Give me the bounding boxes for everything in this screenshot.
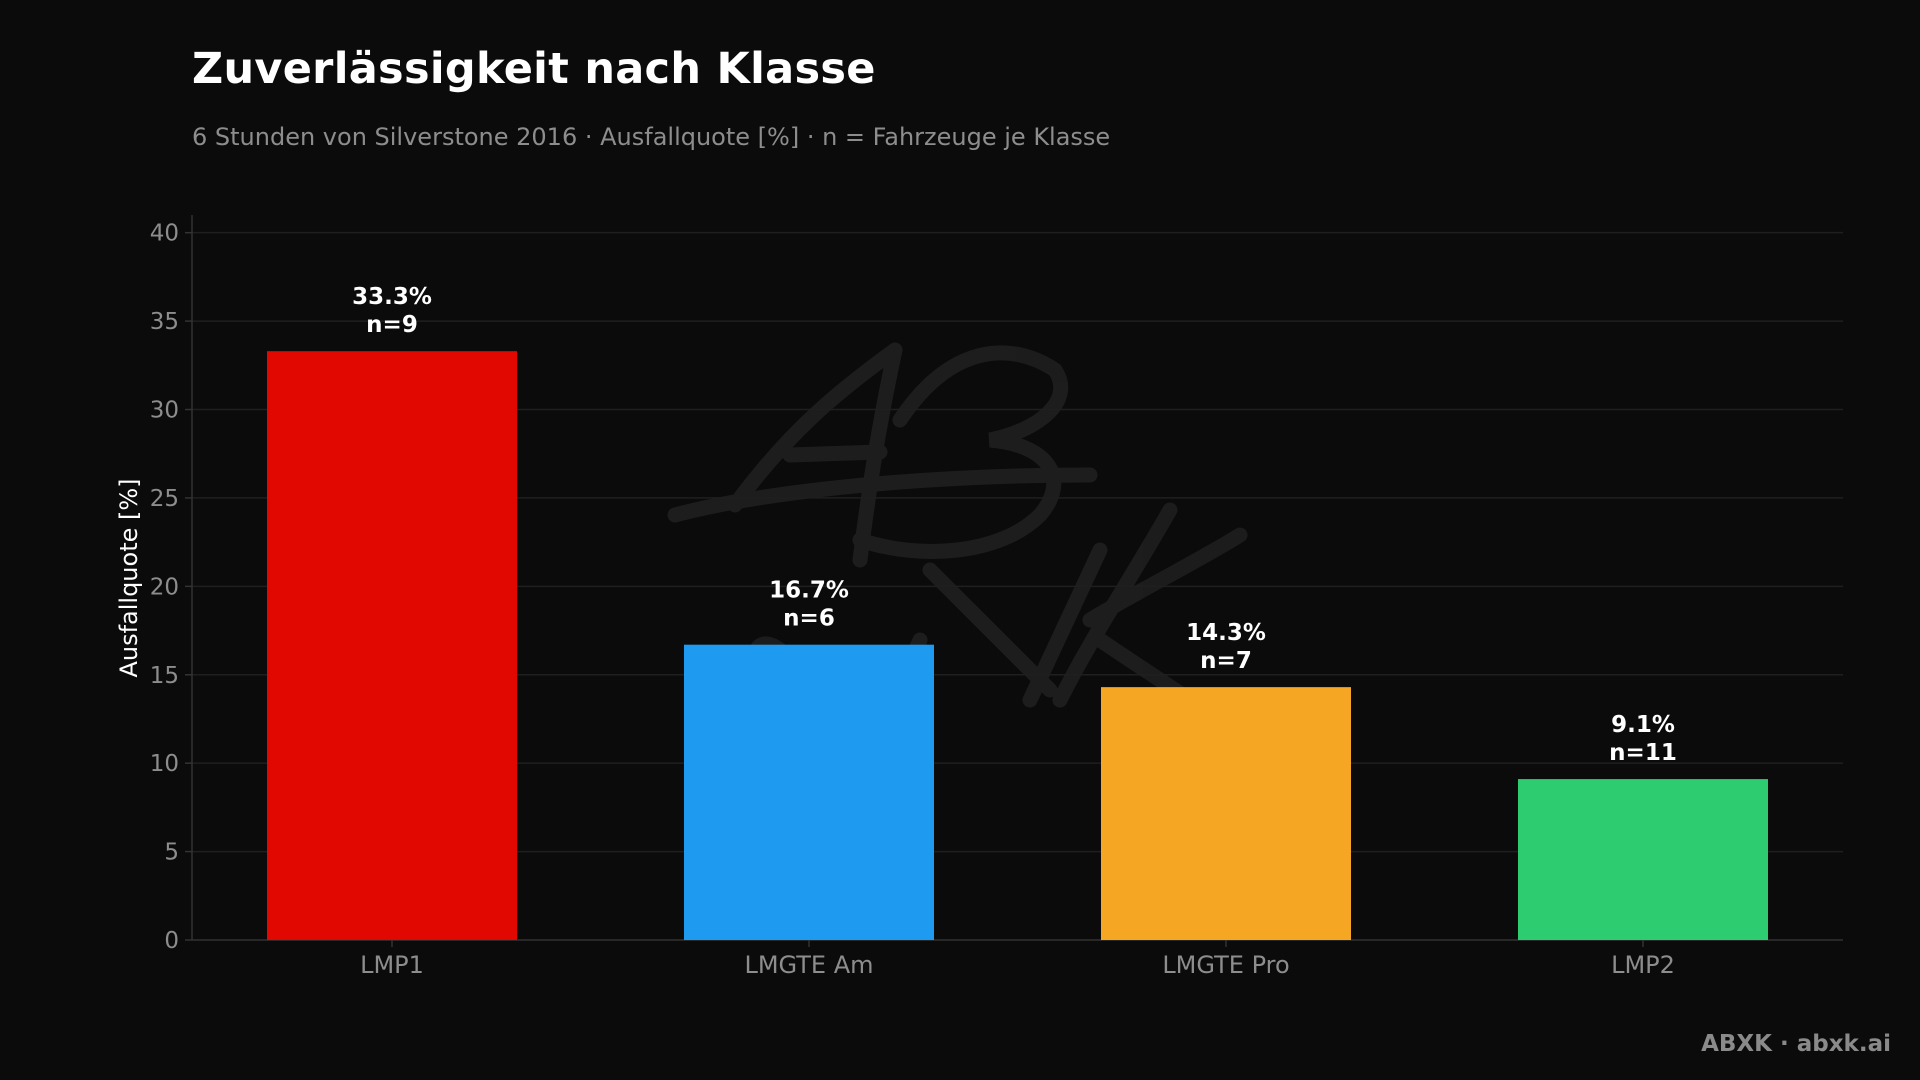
chart-subtitle: 6 Stunden von Silverstone 2016 · Ausfall… xyxy=(192,123,1111,151)
bar-n-label: n=6 xyxy=(783,606,835,632)
bar-value-label: 33.3% xyxy=(352,284,432,310)
chart-title: Zuverlässigkeit nach Klasse xyxy=(192,44,876,94)
bar-labels: 33.3%n=9 16.7%n=6 14.3%n=7 9.1%n=11 xyxy=(352,284,1677,766)
y-tick-label: 35 xyxy=(150,309,179,335)
y-axis-label: Ausfallquote [%] xyxy=(115,478,143,677)
y-tick-label: 15 xyxy=(150,663,179,689)
bar-value-label: 9.1% xyxy=(1611,712,1675,738)
y-tick-label: 10 xyxy=(150,751,179,777)
tick-labels: 0 5 10 15 20 25 30 35 40 LMP1 LMGTE Am LMGTE Pro LMP… xyxy=(150,221,1675,979)
y-tick-label: 25 xyxy=(150,486,179,512)
x-tick-label: LMP2 xyxy=(1611,951,1675,979)
bar-lmp2 xyxy=(1518,779,1768,940)
x-tick-label: LMP1 xyxy=(360,951,424,979)
bar-lmgte-am xyxy=(684,644,934,940)
bar-lmgte-pro xyxy=(1101,687,1351,940)
bar-value-label: 16.7% xyxy=(769,578,849,604)
bar-n-label: n=7 xyxy=(1200,648,1252,674)
bar-n-label: n=9 xyxy=(366,312,418,338)
y-tick-label: 0 xyxy=(164,928,179,954)
y-tick-label: 5 xyxy=(164,840,179,866)
credit-text: ABXK · abxk.ai xyxy=(1701,1031,1891,1057)
bar-value-label: 14.3% xyxy=(1186,620,1266,646)
x-tick-label: LMGTE Pro xyxy=(1162,951,1289,979)
bar-n-label: n=11 xyxy=(1609,740,1677,766)
y-tick-label: 30 xyxy=(150,398,179,424)
y-tick-label: 20 xyxy=(150,574,179,600)
x-tick-label: LMGTE Am xyxy=(744,951,873,979)
bars xyxy=(267,351,1768,940)
bar-lmp1 xyxy=(267,351,517,940)
y-tick-label: 40 xyxy=(150,221,179,247)
